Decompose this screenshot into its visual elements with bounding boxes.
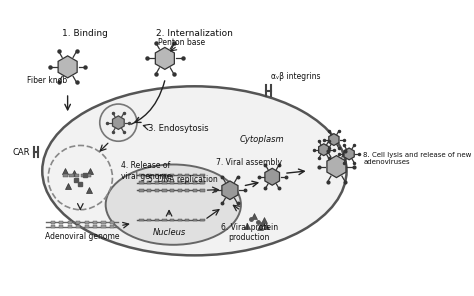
Bar [76, 221, 80, 224]
Text: 1. Binding: 1. Binding [62, 28, 108, 38]
Bar [178, 218, 182, 221]
Bar [93, 221, 97, 224]
Text: 8. Cell lysis and release of new
adenoviruses: 8. Cell lysis and release of new adenovi… [364, 152, 472, 165]
Bar [155, 181, 159, 184]
Bar [101, 221, 106, 224]
Bar [84, 221, 89, 224]
Text: 5. DNA replication: 5. DNA replication [148, 175, 218, 184]
Text: Nucleus: Nucleus [153, 228, 186, 237]
Bar [178, 189, 182, 192]
Bar [69, 174, 73, 177]
Bar [147, 218, 151, 221]
Bar [68, 225, 72, 228]
Text: Adenoviral genome: Adenoviral genome [45, 232, 119, 241]
Bar [201, 174, 205, 176]
Bar [139, 218, 144, 221]
Bar [75, 174, 80, 177]
Bar [51, 221, 55, 224]
Bar [147, 189, 151, 192]
Bar [155, 218, 159, 221]
Bar [76, 225, 80, 228]
Text: 3. Endosytosis: 3. Endosytosis [148, 124, 209, 133]
Bar [185, 218, 189, 221]
Bar [193, 181, 197, 184]
Bar [139, 189, 144, 192]
Bar [51, 225, 55, 228]
Bar [193, 189, 197, 192]
Bar [59, 225, 64, 228]
Bar [201, 181, 205, 184]
Bar [178, 181, 182, 184]
Bar [155, 189, 159, 192]
Text: CAR: CAR [13, 148, 30, 157]
Text: 7. Viral assembly: 7. Viral assembly [216, 158, 282, 167]
Bar [81, 174, 85, 177]
Bar [84, 225, 89, 228]
Bar [162, 189, 166, 192]
Bar [170, 181, 174, 184]
Bar [185, 181, 189, 184]
Text: Fiber knob: Fiber knob [27, 76, 67, 85]
Bar [110, 225, 114, 228]
Circle shape [100, 104, 137, 141]
Bar [101, 225, 106, 228]
Text: 4. Release of
viral genome: 4. Release of viral genome [121, 161, 171, 181]
Ellipse shape [106, 165, 241, 245]
Bar [162, 174, 166, 176]
Bar [155, 174, 159, 176]
Bar [170, 218, 174, 221]
Bar [93, 225, 97, 228]
Text: αᵥβ integrins: αᵥβ integrins [271, 72, 320, 81]
Bar [87, 174, 91, 177]
Bar [201, 189, 205, 192]
Bar [147, 174, 151, 176]
Bar [64, 174, 68, 177]
Bar [147, 181, 151, 184]
Bar [139, 181, 144, 184]
Bar [193, 174, 197, 176]
Bar [110, 221, 114, 224]
Bar [185, 174, 189, 176]
Bar [162, 181, 166, 184]
Bar [170, 189, 174, 192]
Bar [170, 174, 174, 176]
Text: 6. Viral protein
production: 6. Viral protein production [221, 223, 278, 242]
Bar [193, 218, 197, 221]
Text: Cytoplasm: Cytoplasm [240, 135, 284, 144]
Bar [185, 189, 189, 192]
Bar [201, 218, 205, 221]
Text: 2. Internalization: 2. Internalization [156, 28, 233, 38]
Bar [162, 218, 166, 221]
Bar [68, 221, 72, 224]
Ellipse shape [42, 86, 346, 255]
Bar [59, 221, 64, 224]
Text: Penton base: Penton base [158, 38, 205, 47]
Bar [178, 174, 182, 176]
Bar [139, 174, 144, 176]
